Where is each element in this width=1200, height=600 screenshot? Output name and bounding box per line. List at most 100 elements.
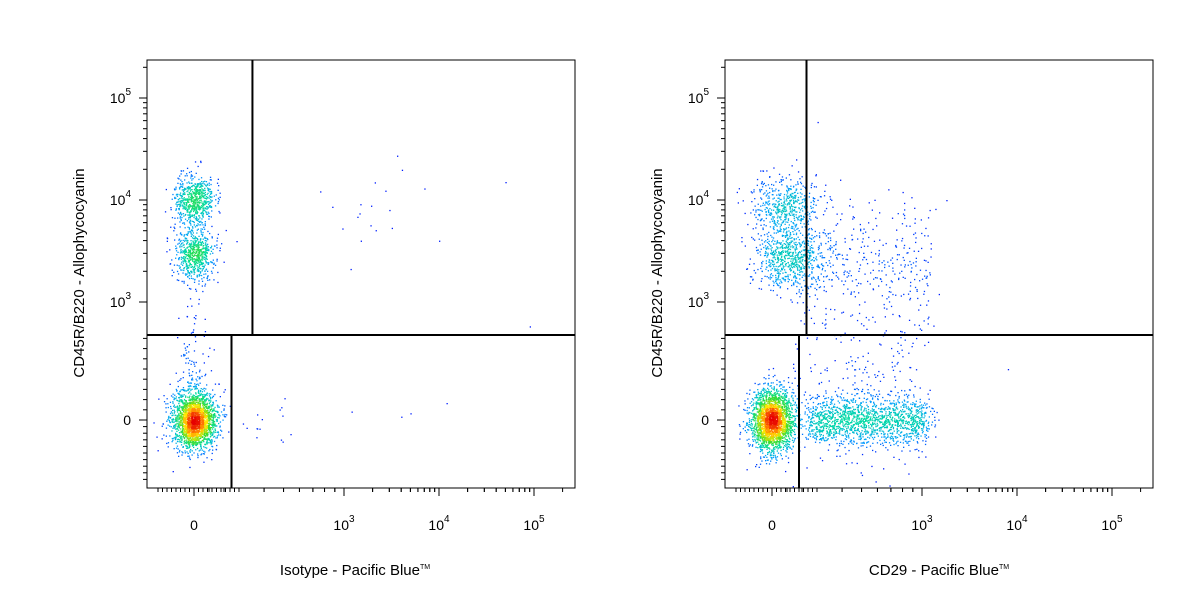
event-dot (208, 202, 210, 204)
event-dot (203, 404, 205, 406)
event-dot (204, 318, 206, 320)
event-dot (914, 222, 916, 224)
event-dot (205, 419, 207, 421)
event-dot (199, 264, 202, 266)
event-dot (195, 413, 197, 415)
event-dot (194, 424, 196, 426)
event-dot (189, 298, 192, 300)
event-dot (212, 416, 215, 418)
event-dot (198, 261, 200, 263)
event-dot (810, 237, 812, 240)
event-dot (185, 249, 187, 251)
event-dot (189, 205, 192, 207)
event-dot (878, 249, 880, 252)
event-dot (923, 320, 925, 322)
event-dot (202, 397, 205, 399)
event-dot (198, 400, 200, 402)
event-dot (187, 447, 189, 449)
event-dot (765, 195, 767, 197)
event-dot (776, 284, 779, 286)
event-dot (755, 216, 757, 219)
event-dot (207, 279, 209, 281)
event-dot (164, 211, 167, 213)
event-dot (198, 207, 200, 210)
event-dot (207, 201, 209, 203)
event-dot (903, 214, 906, 217)
event-dot (759, 213, 761, 216)
event-dot (209, 396, 212, 398)
event-dot (190, 224, 192, 226)
event-dot (820, 263, 823, 266)
event-dot (810, 286, 812, 288)
event-dot (183, 189, 185, 191)
event-dot (929, 272, 931, 274)
event-dot (182, 264, 184, 266)
event-dot (881, 295, 883, 297)
event-dot (907, 293, 910, 295)
event-dot (178, 402, 180, 405)
event-dot (203, 247, 205, 249)
event-dot (194, 218, 197, 220)
event-dot (879, 239, 881, 241)
event-dot (208, 414, 210, 416)
event-dot (198, 224, 200, 226)
event-dot (199, 183, 202, 185)
quadrant-gate[interactable] (147, 60, 575, 488)
event-dot (815, 216, 817, 218)
event-dot (195, 218, 198, 220)
event-dot (853, 228, 855, 230)
event-dot (198, 421, 200, 423)
event-dot (186, 233, 188, 235)
event-dot (218, 210, 220, 213)
event-dot (195, 193, 197, 196)
event-dot (774, 190, 776, 192)
event-dot (211, 422, 213, 424)
event-dot (865, 316, 867, 319)
event-dot (884, 441, 886, 443)
event-dot (760, 267, 762, 270)
event-dot (814, 397, 816, 399)
event-dot (185, 422, 187, 425)
event-dot (196, 434, 198, 436)
event-dot (189, 253, 191, 255)
event-dot (187, 205, 190, 207)
event-dot (192, 427, 195, 430)
event-dot (181, 406, 183, 408)
event-dot (179, 411, 182, 413)
event-dot (868, 222, 870, 224)
event-dot (184, 420, 186, 422)
event-dot (180, 211, 182, 214)
event-dot (823, 395, 825, 397)
event-dot (183, 204, 186, 206)
event-dot (211, 427, 213, 429)
event-dot (188, 274, 190, 277)
event-dot (195, 290, 198, 292)
event-dot (913, 233, 915, 236)
event-dot (836, 450, 838, 452)
event-dot (873, 389, 875, 391)
event-dot (210, 261, 212, 263)
event-dot (181, 408, 183, 410)
event-dot (210, 429, 212, 431)
event-dot (204, 411, 207, 413)
event-dot (826, 202, 828, 204)
event-dot (812, 283, 814, 285)
event-dot (201, 213, 203, 215)
event-dot (890, 444, 892, 446)
event-dot (882, 396, 884, 399)
event-dot (178, 178, 180, 180)
event-dot (867, 392, 869, 394)
event-dot (198, 283, 200, 285)
event-dot (748, 445, 750, 447)
event-dot (904, 264, 906, 266)
event-dot (885, 447, 887, 449)
event-dot (851, 234, 853, 236)
event-dot (194, 245, 197, 247)
event-dot (201, 256, 203, 259)
event-dot (196, 429, 198, 431)
event-dot (195, 414, 198, 416)
event-dot (195, 207, 198, 209)
event-dot (760, 224, 762, 226)
event-dot (200, 231, 202, 233)
event-dot (197, 412, 199, 415)
